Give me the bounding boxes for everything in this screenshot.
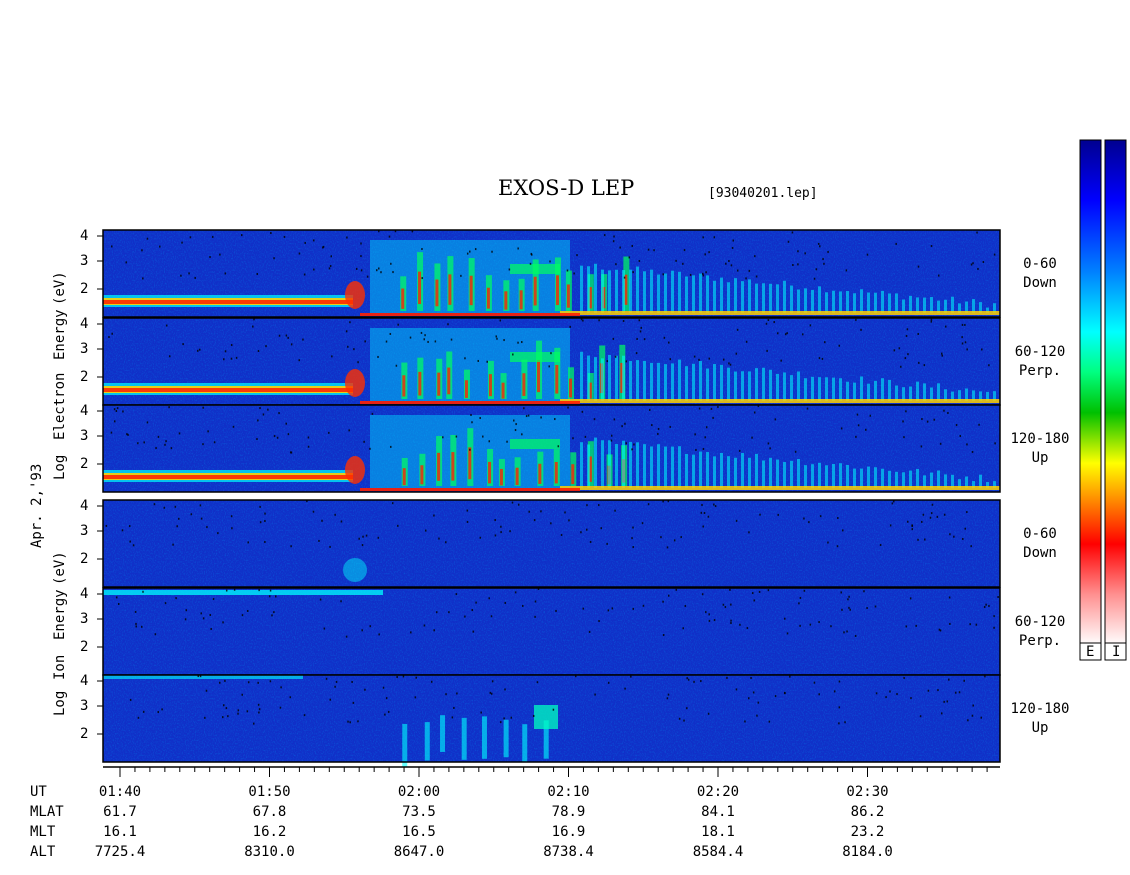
ion-axis-label-energy: Energy (52, 589, 68, 640)
colorbar-label-ion: I (1112, 644, 1121, 660)
y-tick-label: 4 (80, 228, 89, 244)
y-tick-label: 3 (80, 611, 89, 627)
panel-pitch-label: 120-180 Up (1010, 431, 1070, 466)
panel-pitch-label: 0-60 Down (1023, 526, 1057, 561)
x-row-label: MLT (30, 824, 56, 840)
panel-pitch-label: 0-60 Down (1023, 256, 1057, 291)
x-tick-value: 16.5 (402, 824, 436, 840)
colorbar-ion (1104, 139, 1127, 646)
electron-axis-label-log: Log (52, 454, 68, 480)
ion-axis-label-log: Log (52, 690, 68, 716)
spectrogram-panel (102, 229, 1001, 318)
x-tick-value: 16.9 (551, 824, 586, 840)
chart-title: EXOS-D LEP (498, 176, 635, 200)
x-tick-value: 01:50 (248, 784, 291, 800)
x-row-label: MLAT (30, 804, 64, 820)
y-tick-label: 3 (80, 428, 89, 444)
x-tick-value: 78.9 (551, 804, 586, 820)
x-tick-value: 16.2 (252, 824, 287, 840)
spectrogram-panel (102, 499, 1001, 588)
ion-axis-label-ion: Ion (52, 654, 68, 680)
x-tick-value: 01:40 (98, 784, 142, 800)
x-tick-value: 84.1 (701, 804, 735, 820)
y-tick-label: 4 (80, 403, 89, 419)
y-tick-label: 4 (80, 673, 89, 689)
y-tick-label: 2 (80, 456, 89, 472)
y-tick-label: 2 (80, 726, 89, 742)
x-tick-value: 8184.0 (842, 844, 893, 860)
y-tick-label: 4 (80, 316, 89, 332)
x-tick-value: 8584.4 (692, 844, 744, 860)
y-tick-label: 3 (80, 253, 89, 269)
y-tick-label: 3 (80, 341, 89, 357)
panel-pitch-label: 60-120 Perp. (1014, 614, 1066, 649)
panel-pitch-label: 120-180 Up (1010, 701, 1070, 736)
spectrogram-panel (102, 674, 1001, 767)
x-tick-value: 23.2 (850, 824, 885, 840)
x-tick-value: 86.2 (850, 804, 885, 820)
spectrogram-panel (102, 587, 1001, 676)
x-tick-value: 61.7 (103, 804, 137, 820)
x-tick-value: 8647.0 (393, 844, 445, 860)
x-tick-value: 02:00 (397, 784, 441, 800)
y-tick-label: 2 (80, 551, 89, 567)
y-tick-label: 4 (80, 586, 89, 602)
y-tick-label: 3 (80, 523, 89, 539)
x-tick-value: 02:10 (547, 784, 590, 800)
x-tick-value: 8310.0 (244, 844, 295, 860)
electron-axis-label-unit: (eV) (52, 271, 68, 305)
x-row-label: UT (30, 784, 47, 800)
electron-axis-label-electron: Electron (52, 372, 68, 440)
panel-pitch-label: 60-120 Perp. (1014, 344, 1066, 379)
x-row-label: ALT (30, 844, 56, 860)
date-label: Apr. 2,'93 (29, 463, 45, 548)
x-tick-value: 8738.4 (543, 844, 594, 860)
y-tick-label: 2 (80, 369, 89, 385)
x-tick-value: 02:20 (696, 784, 740, 800)
file-label: [93040201.lep] (708, 186, 818, 201)
x-tick-value: 16.1 (103, 824, 137, 840)
y-tick-label: 2 (80, 639, 89, 655)
x-tick-value: 7725.4 (94, 844, 146, 860)
y-tick-label: 3 (80, 698, 89, 714)
x-tick-value: 73.5 (402, 804, 436, 820)
x-tick-value: 18.1 (701, 824, 735, 840)
y-tick-label: 4 (80, 498, 89, 514)
colorbar-label-electron: E (1086, 644, 1095, 660)
y-tick-label: 2 (80, 281, 89, 297)
ion-axis-label-unit: (eV) (52, 551, 68, 585)
spectrogram-panel (102, 404, 1001, 493)
electron-axis-label-energy: Energy (52, 309, 68, 360)
x-tick-value: 02:30 (846, 784, 889, 800)
x-tick-value: 67.8 (252, 804, 287, 820)
spectrogram-panel (102, 317, 1001, 406)
colorbar-electron (1079, 139, 1102, 646)
